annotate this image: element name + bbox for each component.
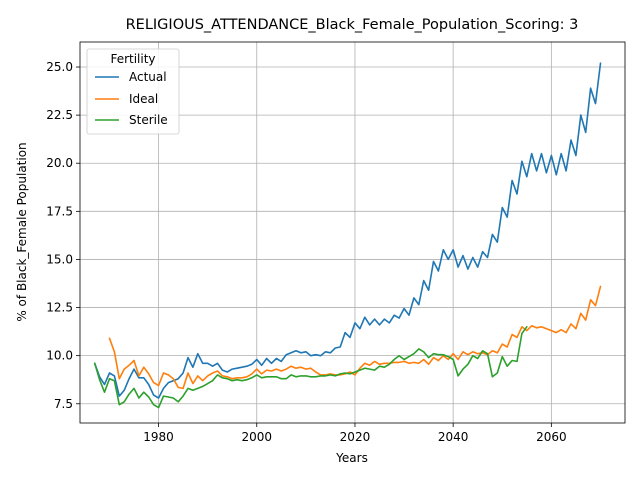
x-tick-label: 2060 — [536, 430, 567, 444]
y-axis-ticks: 7.5 10.0 12.5 15.0 17.5 20.0 22.5 25.0 — [46, 60, 80, 411]
series-line-sterile — [93, 325, 528, 409]
x-axis-label: Years — [335, 451, 368, 465]
legend: Fertility Actual Ideal Sterile — [86, 48, 180, 135]
legend-title: Fertility — [110, 52, 155, 66]
legend-label-actual: Actual — [129, 70, 167, 84]
y-tick-label: 12.5 — [46, 301, 73, 315]
legend-label-ideal: Ideal — [129, 92, 158, 106]
plot-area-frame — [79, 41, 626, 424]
legend-box — [86, 48, 180, 135]
chart-title: RELIGIOUS_ATTENDANCE_Black_Female_Popula… — [126, 17, 579, 33]
x-axis-ticks: 1980 2000 2020 2040 2060 — [143, 423, 567, 444]
x-tick-label: 2000 — [241, 430, 272, 444]
y-tick-label: 17.5 — [46, 204, 73, 218]
series-line-actual — [93, 62, 602, 399]
x-tick-label: 2020 — [340, 430, 371, 444]
legend-label-sterile: Sterile — [129, 113, 168, 127]
series-line-ideal — [108, 285, 602, 390]
y-tick-label: 15.0 — [46, 252, 73, 266]
y-tick-label: 25.0 — [46, 60, 73, 74]
y-axis-label: % of Black_Female Population — [15, 142, 29, 321]
series-lines — [93, 62, 602, 409]
y-tick-label: 22.5 — [46, 108, 73, 122]
x-tick-label: 1980 — [143, 430, 174, 444]
y-tick-label: 10.0 — [46, 349, 73, 363]
y-tick-label: 20.0 — [46, 156, 73, 170]
x-tick-label: 2040 — [438, 430, 469, 444]
y-tick-label: 7.5 — [54, 397, 73, 411]
